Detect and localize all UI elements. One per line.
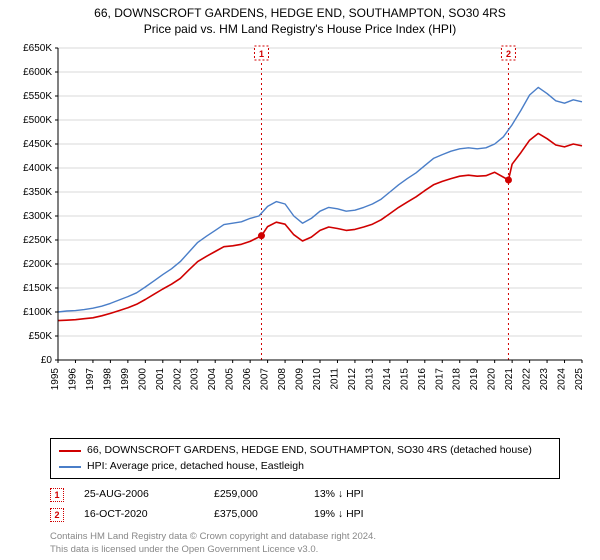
y-axis-label: £300K	[23, 211, 52, 222]
footer-attribution: Contains HM Land Registry data © Crown c…	[50, 531, 560, 556]
marker-row-date: 16-OCT-2020	[84, 505, 194, 525]
marker-row: 2 16-OCT-2020 £375,000 19% ↓ HPI	[50, 505, 560, 525]
x-axis-label: 2010	[312, 367, 323, 390]
legend-row: HPI: Average price, detached house, East…	[59, 459, 551, 475]
y-axis-label: £150K	[23, 283, 52, 294]
chart-title: 66, DOWNSCROFT GARDENS, HEDGE END, SOUTH…	[10, 6, 590, 22]
x-axis-label: 2019	[469, 367, 480, 390]
y-axis-label: £650K	[23, 43, 52, 54]
y-axis-label: £250K	[23, 235, 52, 246]
marker-badge-num: 1	[259, 49, 264, 59]
x-axis-label: 1995	[50, 367, 61, 390]
x-axis-label: 2001	[155, 367, 166, 390]
x-axis-label: 2022	[522, 367, 533, 390]
x-axis-label: 1999	[120, 367, 131, 390]
chart-subtitle: Price paid vs. HM Land Registry's House …	[10, 22, 590, 36]
x-axis-label: 2007	[260, 367, 271, 390]
y-axis-label: £0	[41, 355, 53, 366]
marker-row: 1 25-AUG-2006 £259,000 13% ↓ HPI	[50, 485, 560, 505]
footer-line-1: Contains HM Land Registry data © Crown c…	[50, 531, 560, 543]
legend-label: 66, DOWNSCROFT GARDENS, HEDGE END, SOUTH…	[87, 443, 532, 459]
y-axis-label: £550K	[23, 91, 52, 102]
marker-row-diff: 19% ↓ HPI	[314, 505, 414, 525]
x-axis-label: 1998	[102, 367, 113, 390]
x-axis-label: 2000	[137, 367, 148, 390]
x-axis-label: 2012	[347, 367, 358, 390]
x-axis-label: 2008	[277, 367, 288, 390]
marker-dot	[258, 232, 265, 239]
x-axis-label: 2020	[487, 367, 498, 390]
chart-svg: £0 £50K £100K £150K £200K £250K £300K £350K £400…	[10, 40, 590, 400]
x-axis-label: 2015	[399, 367, 410, 390]
marker-badge-num: 2	[506, 49, 511, 59]
y-axis-label: £100K	[23, 307, 52, 318]
x-axis-label: 2021	[504, 367, 515, 390]
marker-row-badge: 2	[50, 508, 64, 522]
legend-row: 66, DOWNSCROFT GARDENS, HEDGE END, SOUTH…	[59, 443, 551, 459]
y-axis-label: £350K	[23, 187, 52, 198]
y-axis-label: £600K	[23, 67, 52, 78]
x-axis-label: 2009	[295, 367, 306, 390]
marker-dot	[505, 176, 512, 183]
x-axis-label: 2014	[382, 367, 393, 390]
marker-row-price: £259,000	[214, 485, 294, 505]
x-axis-label: 2003	[190, 367, 201, 390]
legend-swatch	[59, 466, 81, 468]
y-axis-label: £450K	[23, 139, 52, 150]
y-axis-label: £400K	[23, 163, 52, 174]
legend-swatch	[59, 450, 81, 452]
x-axis-label: 2013	[364, 367, 375, 390]
x-axis-label: 2011	[329, 367, 340, 389]
x-axis-label: 2006	[242, 367, 253, 390]
chart-area: £0 £50K £100K £150K £200K £250K £300K £350K £400…	[10, 40, 590, 434]
marker-row-price: £375,000	[214, 505, 294, 525]
x-axis-label: 1996	[67, 367, 78, 390]
legend-box: 66, DOWNSCROFT GARDENS, HEDGE END, SOUTH…	[50, 438, 560, 480]
x-axis-label: 2024	[557, 367, 568, 390]
x-axis-label: 2017	[434, 367, 445, 390]
x-axis-label: 2018	[452, 367, 463, 390]
series-hpi	[58, 87, 582, 312]
x-axis-label: 2025	[574, 367, 585, 390]
footer-line-2: This data is licensed under the Open Gov…	[50, 544, 560, 556]
y-axis-label: £200K	[23, 259, 52, 270]
y-axis-label: £50K	[29, 331, 53, 342]
legend-label: HPI: Average price, detached house, East…	[87, 459, 304, 475]
x-axis-label: 2023	[539, 367, 550, 390]
x-axis-label: 1997	[85, 367, 96, 390]
y-axis-label: £500K	[23, 115, 52, 126]
x-axis-label: 2016	[417, 367, 428, 390]
x-axis-label: 2002	[172, 367, 183, 390]
marker-row-date: 25-AUG-2006	[84, 485, 194, 505]
marker-row-diff: 13% ↓ HPI	[314, 485, 414, 505]
marker-row-badge: 1	[50, 488, 64, 502]
x-axis-label: 2005	[225, 367, 236, 390]
x-axis-label: 2004	[207, 367, 218, 390]
marker-table: 1 25-AUG-2006 £259,000 13% ↓ HPI 2 16-OCT-202…	[50, 485, 560, 525]
